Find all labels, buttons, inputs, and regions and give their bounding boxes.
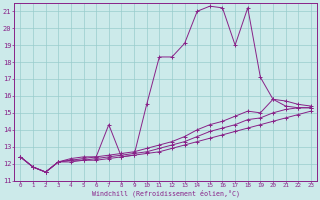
X-axis label: Windchill (Refroidissement éolien,°C): Windchill (Refroidissement éolien,°C) <box>92 190 240 197</box>
